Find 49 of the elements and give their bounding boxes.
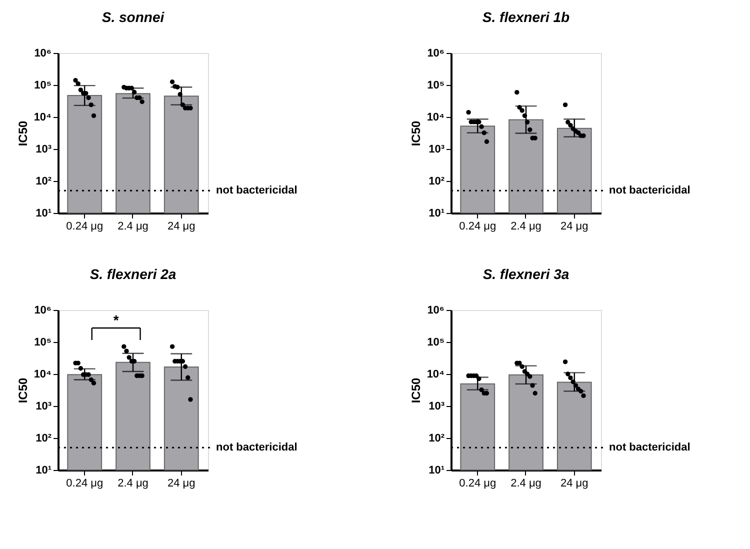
x-tick-label: 0.24 μg bbox=[66, 220, 104, 232]
x-tick-label: 24 μg bbox=[168, 478, 196, 490]
y-tick-label: 10¹ bbox=[428, 208, 445, 220]
x-tick-label: 24 μg bbox=[560, 478, 588, 490]
y-tick-label: 10⁴ bbox=[426, 368, 444, 380]
x-tick-label: 2.4 μg bbox=[510, 478, 542, 490]
y-tick-label: 10³ bbox=[36, 144, 52, 156]
chart-title: S. sonnei bbox=[102, 9, 166, 25]
y-tick-label: 10⁴ bbox=[426, 112, 444, 124]
chart-title: S. flexneri 3a bbox=[482, 266, 570, 282]
y-tick-label: 10² bbox=[428, 176, 445, 188]
y-tick-label: 10⁶ bbox=[34, 48, 52, 60]
ref-line-label: not bactericidal bbox=[609, 184, 690, 197]
x-tick-label: 0.24 μg bbox=[66, 478, 104, 490]
y-axis-title: IC50 bbox=[408, 120, 423, 146]
y-axis-title: IC50 bbox=[408, 378, 423, 404]
y-tick-label: 10⁶ bbox=[34, 304, 52, 316]
x-tick-label: 2.4 μg bbox=[510, 220, 542, 232]
ref-line-label: not bactericidal bbox=[609, 442, 690, 454]
y-tick-label: 10¹ bbox=[428, 464, 445, 476]
x-tick-label: 0.24 μg bbox=[459, 478, 496, 490]
y-tick-label: 10⁴ bbox=[34, 368, 52, 380]
y-tick-label: 10¹ bbox=[36, 464, 52, 476]
chart-title: S. flexneri 2a bbox=[90, 266, 176, 282]
y-tick-label: 10² bbox=[36, 432, 52, 444]
y-axis-title: IC50 bbox=[16, 378, 30, 404]
x-tick-label: 24 μg bbox=[560, 220, 588, 232]
y-tick-label: 10³ bbox=[428, 400, 445, 412]
y-axis-title: IC50 bbox=[16, 120, 30, 146]
x-tick-label: 0.24 μg bbox=[459, 220, 496, 232]
y-tick-label: 10³ bbox=[428, 144, 445, 156]
y-tick-label: 10⁵ bbox=[427, 336, 444, 348]
y-tick-label: 10⁵ bbox=[427, 80, 444, 92]
y-tick-label: 10⁵ bbox=[34, 80, 52, 92]
chart-title: S. flexneri 1b bbox=[482, 9, 570, 25]
y-tick-label: 10³ bbox=[36, 400, 52, 412]
y-tick-label: 10⁴ bbox=[34, 112, 52, 124]
y-tick-label: 10² bbox=[36, 176, 52, 188]
x-tick-label: 2.4 μg bbox=[118, 220, 148, 232]
y-tick-label: 10⁵ bbox=[34, 336, 52, 348]
y-tick-label: 10⁶ bbox=[427, 48, 444, 60]
ref-line-label: not bactericidal bbox=[216, 184, 298, 197]
x-tick-label: 2.4 μg bbox=[118, 478, 148, 490]
y-tick-label: 10¹ bbox=[36, 208, 52, 220]
ref-line-label: not bactericidal bbox=[216, 442, 298, 454]
annotation: * bbox=[113, 312, 120, 328]
x-tick-label: 24 μg bbox=[168, 220, 196, 232]
y-tick-label: 10⁶ bbox=[427, 304, 444, 316]
y-tick-label: 10² bbox=[428, 432, 445, 444]
